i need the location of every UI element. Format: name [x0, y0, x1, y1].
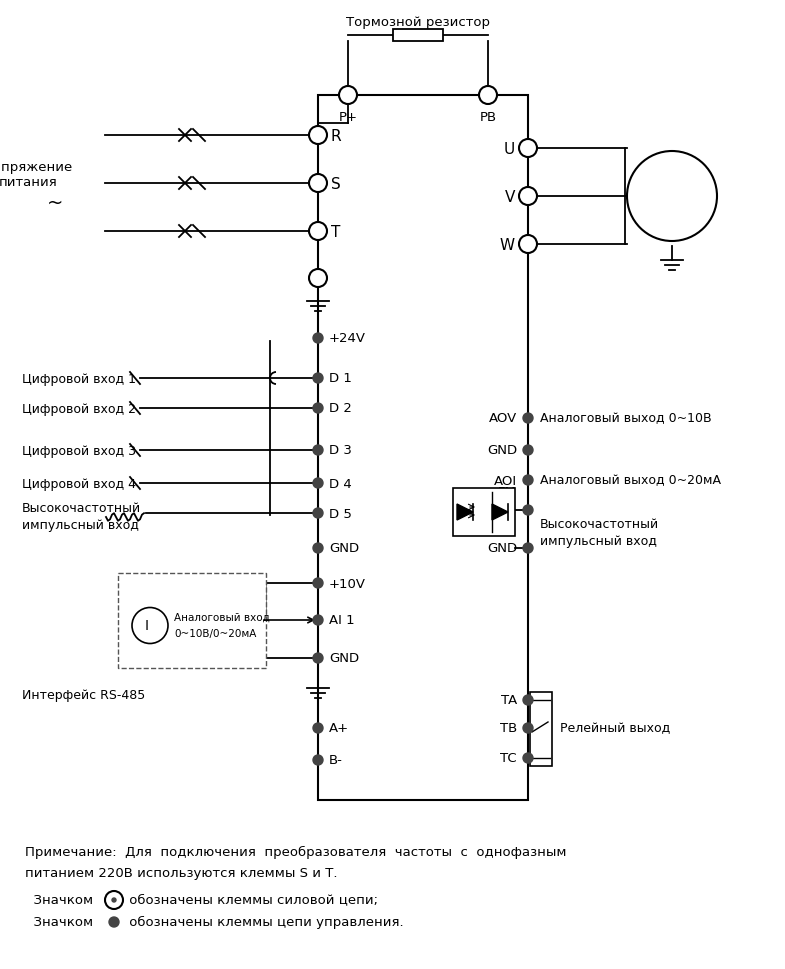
Text: обозначены клеммы силовой цепи;: обозначены клеммы силовой цепи;	[125, 893, 378, 907]
Polygon shape	[457, 504, 473, 520]
Circle shape	[523, 543, 533, 553]
Text: W: W	[500, 237, 515, 253]
Text: Ⅰ: Ⅰ	[145, 619, 149, 634]
Text: Интерфейс RS-485: Интерфейс RS-485	[22, 690, 145, 703]
Circle shape	[523, 505, 533, 515]
Circle shape	[132, 608, 168, 643]
Circle shape	[313, 543, 323, 553]
Text: TA: TA	[501, 695, 517, 707]
Text: AI 1: AI 1	[329, 614, 355, 628]
Circle shape	[309, 269, 327, 287]
Text: U: U	[504, 141, 515, 157]
Circle shape	[519, 235, 537, 253]
Text: AOI: AOI	[494, 475, 517, 487]
Circle shape	[313, 373, 323, 383]
Circle shape	[313, 723, 323, 733]
Text: Примечание:  Для  подключения  преобразователя  частоты  с  однофазным: Примечание: Для подключения преобразоват…	[25, 846, 567, 859]
Text: Значком: Значком	[25, 893, 97, 907]
Text: Релейный выход: Релейный выход	[560, 723, 670, 735]
Text: Аналоговый вход: Аналоговый вход	[174, 612, 270, 622]
Text: Высокочастотный: Высокочастотный	[22, 503, 141, 516]
Text: Высокочастотный: Высокочастотный	[540, 517, 659, 530]
Text: S: S	[331, 176, 341, 192]
Circle shape	[309, 174, 327, 192]
Bar	[118, 573, 266, 668]
Circle shape	[313, 403, 323, 413]
Circle shape	[309, 126, 327, 144]
Text: AOV: AOV	[489, 413, 517, 425]
Text: +10V: +10V	[329, 578, 366, 590]
Circle shape	[313, 445, 323, 455]
Text: обозначены клеммы цепи управления.: обозначены клеммы цепи управления.	[125, 916, 403, 928]
Text: Аналоговый выход 0~20мА: Аналоговый выход 0~20мА	[540, 475, 721, 487]
Text: A+: A+	[329, 723, 349, 735]
Text: D 3: D 3	[329, 445, 352, 457]
Text: T: T	[331, 225, 341, 239]
Text: V: V	[505, 190, 515, 204]
Text: Цифровой вход 1: Цифровой вход 1	[22, 372, 136, 386]
Text: Цифровой вход 2: Цифровой вход 2	[22, 402, 136, 416]
Text: питанием 220В используются клеммы S и Т.: питанием 220В используются клеммы S и Т.	[25, 867, 338, 881]
Bar	[530, 692, 552, 766]
Circle shape	[313, 578, 323, 588]
Text: D 4: D 4	[329, 478, 352, 490]
Circle shape	[112, 898, 116, 902]
Text: B-: B-	[329, 755, 343, 767]
Circle shape	[313, 653, 323, 663]
Text: TB: TB	[500, 723, 517, 735]
Circle shape	[109, 917, 119, 927]
Circle shape	[519, 187, 537, 205]
Text: GND: GND	[487, 445, 517, 457]
Text: ~: ~	[47, 194, 63, 212]
Text: Цифровой вход 4: Цифровой вход 4	[22, 478, 136, 490]
Text: GND: GND	[487, 543, 517, 555]
Text: D 5: D 5	[329, 508, 352, 520]
Text: Двига-
тель: Двига- тель	[648, 182, 696, 210]
Circle shape	[339, 86, 357, 104]
Circle shape	[309, 222, 327, 240]
Circle shape	[313, 755, 323, 765]
Bar	[393, 29, 443, 41]
Circle shape	[627, 151, 717, 241]
Text: FM: FM	[498, 485, 517, 498]
Text: импульсный вход: импульсный вход	[540, 535, 657, 547]
Circle shape	[313, 508, 323, 518]
Text: TC: TC	[500, 753, 517, 766]
Circle shape	[523, 723, 533, 733]
Text: D 2: D 2	[329, 402, 352, 416]
Circle shape	[313, 333, 323, 343]
Text: Цифровой вход 3: Цифровой вход 3	[22, 445, 136, 457]
Circle shape	[523, 445, 533, 455]
Text: P+: P+	[338, 111, 357, 124]
Circle shape	[523, 475, 533, 485]
Circle shape	[313, 615, 323, 625]
Polygon shape	[492, 504, 508, 520]
Circle shape	[105, 891, 123, 909]
Text: D 1: D 1	[329, 372, 352, 386]
Text: R: R	[331, 129, 341, 143]
Circle shape	[313, 478, 323, 488]
Text: импульсный вход: импульсный вход	[22, 518, 139, 532]
Bar	[318, 95, 528, 800]
Text: +24V: +24V	[329, 332, 366, 346]
Circle shape	[523, 413, 533, 423]
Text: Напряжение
питания: Напряжение питания	[0, 161, 73, 189]
Circle shape	[519, 139, 537, 157]
Circle shape	[523, 753, 533, 763]
Circle shape	[523, 695, 533, 705]
Text: Аналоговый выход 0~10В: Аналоговый выход 0~10В	[540, 413, 712, 425]
Circle shape	[479, 86, 497, 104]
Text: Тормозной резистор: Тормозной резистор	[346, 16, 490, 28]
Text: GND: GND	[329, 543, 359, 555]
Text: PB: PB	[480, 111, 497, 124]
Bar	[453, 488, 515, 536]
Text: Значком: Значком	[25, 916, 97, 928]
Text: GND: GND	[329, 652, 359, 666]
Text: 0~10В/0~20мА: 0~10В/0~20мА	[174, 629, 257, 639]
